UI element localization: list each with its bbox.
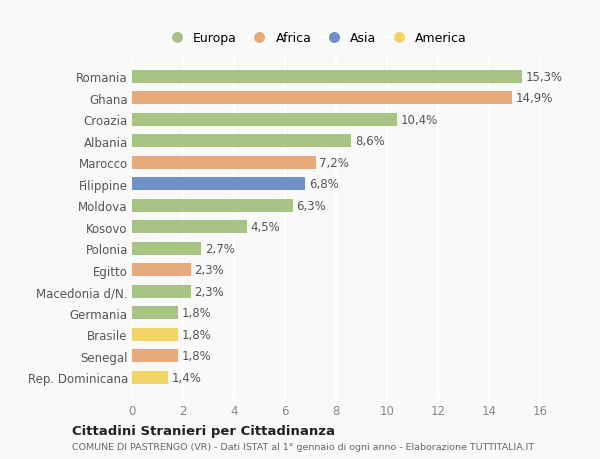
Bar	[132, 178, 305, 191]
Text: 6,8%: 6,8%	[309, 178, 339, 191]
Text: 15,3%: 15,3%	[526, 71, 563, 84]
Bar	[132, 113, 397, 127]
Text: 6,3%: 6,3%	[296, 199, 326, 212]
Bar	[132, 157, 316, 169]
Bar	[132, 285, 191, 298]
Bar	[132, 71, 522, 84]
Text: 14,9%: 14,9%	[516, 92, 553, 105]
Bar	[132, 92, 512, 105]
Bar	[132, 263, 191, 276]
Bar	[132, 221, 247, 234]
Text: 2,3%: 2,3%	[194, 263, 224, 277]
Text: Cittadini Stranieri per Cittadinanza: Cittadini Stranieri per Cittadinanza	[72, 424, 335, 437]
Text: 4,5%: 4,5%	[251, 221, 280, 234]
Legend: Europa, Africa, Asia, America: Europa, Africa, Asia, America	[159, 27, 472, 50]
Text: COMUNE DI PASTRENGO (VR) - Dati ISTAT al 1° gennaio di ogni anno - Elaborazione : COMUNE DI PASTRENGO (VR) - Dati ISTAT al…	[72, 442, 534, 451]
Bar	[132, 328, 178, 341]
Text: 10,4%: 10,4%	[401, 113, 438, 127]
Bar	[132, 307, 178, 319]
Text: 1,4%: 1,4%	[172, 371, 202, 384]
Text: 2,3%: 2,3%	[194, 285, 224, 298]
Text: 1,8%: 1,8%	[182, 349, 211, 362]
Bar	[132, 349, 178, 362]
Bar	[132, 199, 293, 212]
Text: 7,2%: 7,2%	[319, 157, 349, 169]
Bar	[132, 135, 351, 148]
Text: 1,8%: 1,8%	[182, 328, 211, 341]
Text: 8,6%: 8,6%	[355, 135, 385, 148]
Text: 1,8%: 1,8%	[182, 307, 211, 319]
Text: 2,7%: 2,7%	[205, 242, 235, 255]
Bar	[132, 371, 168, 384]
Bar	[132, 242, 201, 255]
